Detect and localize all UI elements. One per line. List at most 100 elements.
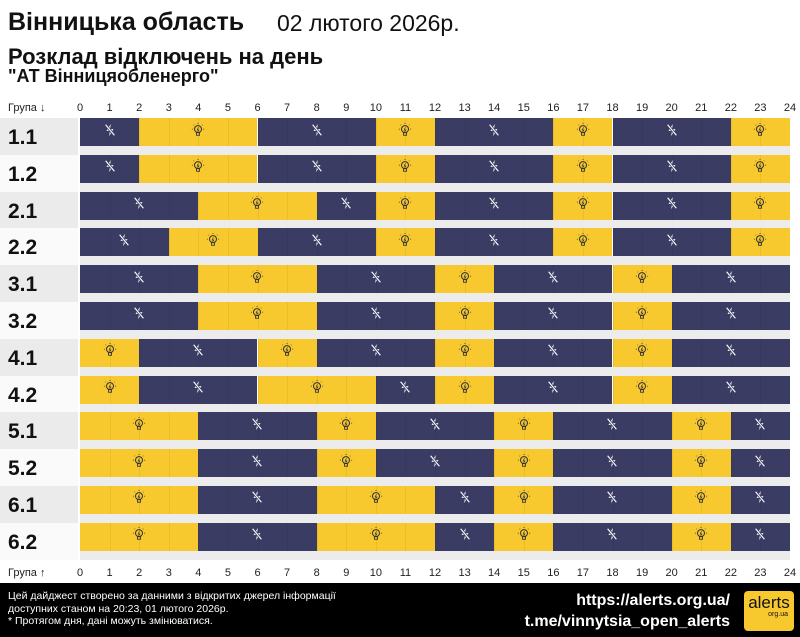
row-gap [80, 219, 790, 229]
power-off-icon [724, 380, 738, 399]
power-on-segment [494, 485, 554, 514]
light-bulb-icon [310, 380, 324, 399]
hour-gridline [287, 338, 289, 367]
hour-tick: 12 [428, 567, 442, 579]
hour-gridline [109, 338, 111, 367]
outage-segment [553, 522, 672, 551]
hour-gridline [464, 485, 466, 514]
group-label: 1.1 [0, 118, 78, 155]
outage-segment [435, 118, 554, 146]
group-row: 2.1 [0, 191, 800, 229]
hour-tick: 18 [606, 102, 619, 114]
hour-gridline [701, 154, 703, 183]
hour-gridline [346, 301, 348, 330]
power-on-segment [316, 485, 435, 514]
footer-line: Цей дайджест створено за данними з відкр… [8, 590, 336, 602]
hour-gridline [316, 485, 318, 514]
power-on-segment [80, 485, 199, 514]
hour-gridline [760, 412, 762, 441]
group-row: 1.1 [0, 118, 800, 155]
hour-gridline [642, 191, 644, 220]
group-timeline [80, 265, 790, 294]
power-on-segment [435, 301, 495, 330]
hour-gridline [168, 191, 170, 220]
hour-gridline [257, 228, 259, 257]
hour-gridline [671, 338, 673, 367]
hour-gridline [494, 485, 496, 514]
hour-gridline [435, 265, 436, 294]
hour-gridline [375, 522, 377, 551]
power-off-icon [250, 454, 264, 473]
hour-gridline [494, 522, 496, 551]
hour-gridline [405, 265, 407, 294]
hour-gridline [464, 191, 466, 220]
outage-segment [494, 301, 613, 330]
power-off-icon [369, 270, 383, 289]
group-timeline [80, 449, 790, 478]
hour-tick: 21 [695, 102, 708, 114]
group-row: 3.1 [0, 265, 800, 302]
light-bulb-icon [132, 453, 146, 473]
light-bulb-icon [517, 527, 531, 546]
power-off-icon [428, 417, 442, 436]
hour-gridline [375, 485, 377, 514]
hour-gridline [701, 191, 703, 220]
hour-gridline [464, 412, 466, 441]
hour-gridline [405, 154, 407, 183]
hour-gridline [760, 154, 762, 183]
power-off-icon [398, 380, 412, 399]
hour-tick: 17 [576, 102, 590, 114]
hour-gridline [730, 265, 732, 294]
outage-segment [435, 228, 554, 257]
power-on-segment [494, 522, 554, 551]
outage-segment [435, 154, 554, 183]
power-off-icon [753, 454, 767, 473]
power-on-segment [80, 412, 199, 441]
hour-gridline [612, 522, 614, 551]
hour-gridline [701, 449, 703, 478]
group-timeline [80, 338, 790, 367]
power-on-segment [730, 191, 790, 220]
hour-gridline [612, 338, 614, 367]
footer-line: доступних станом на 20:23, 01 лютого 202… [8, 602, 229, 615]
light-bulb-icon [576, 159, 590, 178]
power-on-segment [80, 522, 199, 551]
power-off-icon [665, 123, 679, 142]
hour-gridline [523, 191, 525, 220]
light-bulb-icon [694, 416, 708, 436]
hour-gridline [227, 301, 229, 330]
hour-gridline [405, 228, 407, 257]
power-on-segment [612, 301, 672, 330]
hour-gridline [257, 375, 259, 404]
hour-gridline [582, 228, 584, 257]
hour-gridline [227, 118, 229, 146]
hour-gridline [671, 265, 673, 294]
logo-subtext: org.ua [768, 611, 788, 618]
hour-gridline [405, 191, 407, 220]
power-off-icon [546, 306, 560, 325]
telegram-link[interactable]: t.me/vinnytsia_open_alerts [524, 613, 730, 630]
hour-gridline [346, 154, 348, 183]
outage-segment [612, 228, 731, 257]
hour-gridline [139, 265, 141, 294]
outage-segment [553, 485, 672, 514]
hour-gridline [435, 118, 436, 146]
hour-gridline [375, 338, 377, 367]
power-on-segment [80, 449, 199, 478]
row-gap [80, 403, 790, 413]
row-gap [80, 182, 790, 192]
hour-gridline [730, 191, 732, 220]
row-gap [80, 477, 790, 486]
row-gap [80, 256, 790, 266]
power-off-icon [191, 380, 205, 399]
group-label-top: Група ↓ [8, 102, 46, 114]
hour-gridline [227, 191, 229, 220]
outage-segment [553, 412, 672, 441]
outage-segment [198, 485, 317, 514]
hour-gridline [227, 154, 229, 183]
hour-gridline [494, 265, 496, 294]
hour-gridline [375, 118, 377, 146]
hour-gridline [671, 375, 673, 404]
site-link[interactable]: https://alerts.org.ua/ [576, 592, 730, 609]
hour-gridline [139, 154, 141, 183]
